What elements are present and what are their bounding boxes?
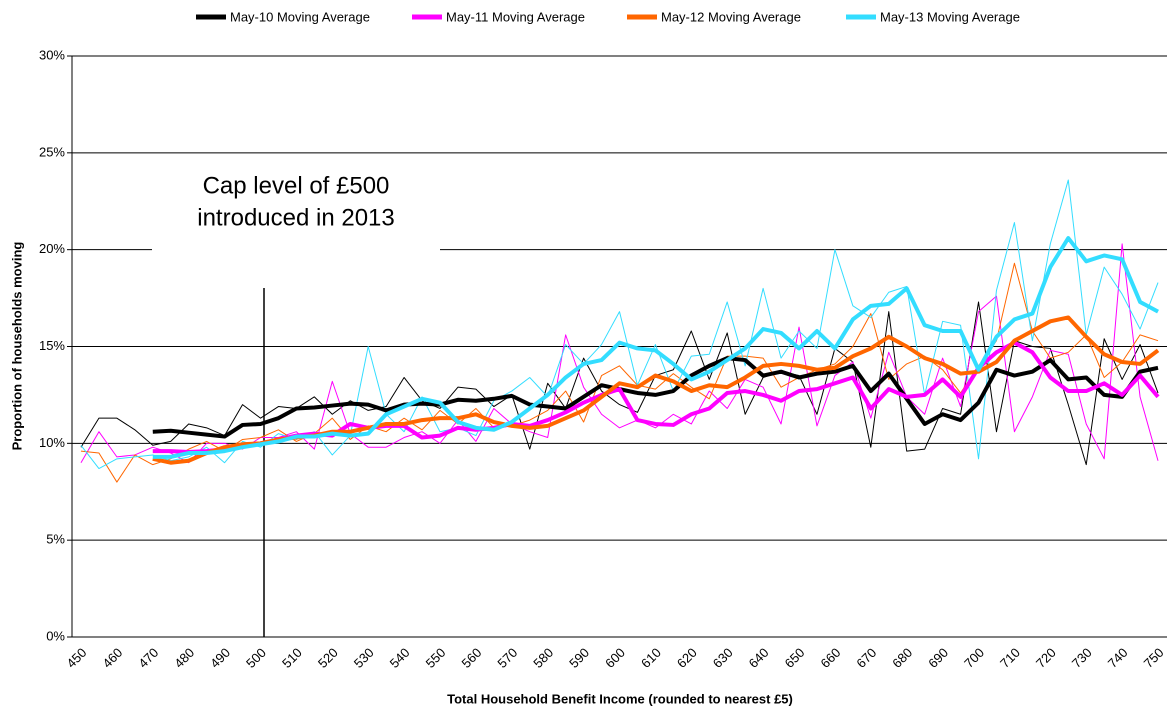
x-tick-label: 700 <box>961 645 987 671</box>
x-tick-label: 590 <box>566 645 592 671</box>
x-tick-label: 660 <box>818 645 844 671</box>
y-tick-label: 15% <box>39 338 65 353</box>
x-tick-label: 610 <box>638 645 664 671</box>
moving-average-line <box>152 356 1159 439</box>
y-tick-label: 10% <box>39 435 65 450</box>
x-tick-label: 540 <box>387 645 413 671</box>
x-tick-label: 710 <box>997 645 1023 671</box>
y-axis-title: Proportion of households moving <box>9 242 24 451</box>
x-tick-label: 560 <box>458 645 484 671</box>
moving-average-line <box>152 315 1160 465</box>
y-tick-label: 0% <box>46 628 65 643</box>
y-tick-label: 25% <box>39 144 65 159</box>
x-tick-label: 510 <box>279 645 305 671</box>
x-tick-label: 650 <box>782 645 808 671</box>
annotation-box <box>152 165 440 257</box>
legend-label: May-11 Moving Average <box>446 9 585 24</box>
raw-line <box>80 301 1159 466</box>
x-tick-label: 720 <box>1033 645 1059 671</box>
moving-average-line <box>152 236 1159 459</box>
legend-label: May-13 Moving Average <box>880 9 1020 24</box>
legend-label: May-12 Moving Average <box>661 9 801 24</box>
x-tick-label: 480 <box>171 645 197 671</box>
x-tick-label: 520 <box>315 645 341 671</box>
x-tick-label: 550 <box>423 645 449 671</box>
y-tick-label: 30% <box>39 47 65 62</box>
x-axis-title: Total Household Benefit Income (rounded … <box>447 691 793 706</box>
x-tick-label: 580 <box>530 645 556 671</box>
x-tick-label: 690 <box>925 645 951 671</box>
legend-label: May-10 Moving Average <box>230 9 370 24</box>
x-tick-label: 630 <box>710 645 736 671</box>
x-tick-label: 640 <box>746 645 772 671</box>
x-tick-label: 460 <box>99 645 125 671</box>
y-tick-label: 5% <box>46 532 65 547</box>
x-tick-label: 530 <box>351 645 377 671</box>
x-tick-label: 730 <box>1069 645 1095 671</box>
x-tick-label: 450 <box>64 645 90 671</box>
x-tick-label: 750 <box>1141 645 1167 671</box>
x-tick-label: 600 <box>602 645 628 671</box>
x-tick-label: 620 <box>674 645 700 671</box>
x-tick-label: 470 <box>135 645 161 671</box>
x-tick-label: 740 <box>1105 645 1131 671</box>
annotation: Cap level of £500 <box>203 172 390 199</box>
x-tick-label: 680 <box>889 645 915 671</box>
x-tick-label: 570 <box>494 645 520 671</box>
raw-line <box>80 179 1159 470</box>
x-tick-label: 490 <box>207 645 233 671</box>
x-tick-label: 500 <box>243 645 269 671</box>
annotation: introduced in 2013 <box>197 204 394 231</box>
y-tick-label: 20% <box>39 241 65 256</box>
x-tick-label: 670 <box>853 645 879 671</box>
